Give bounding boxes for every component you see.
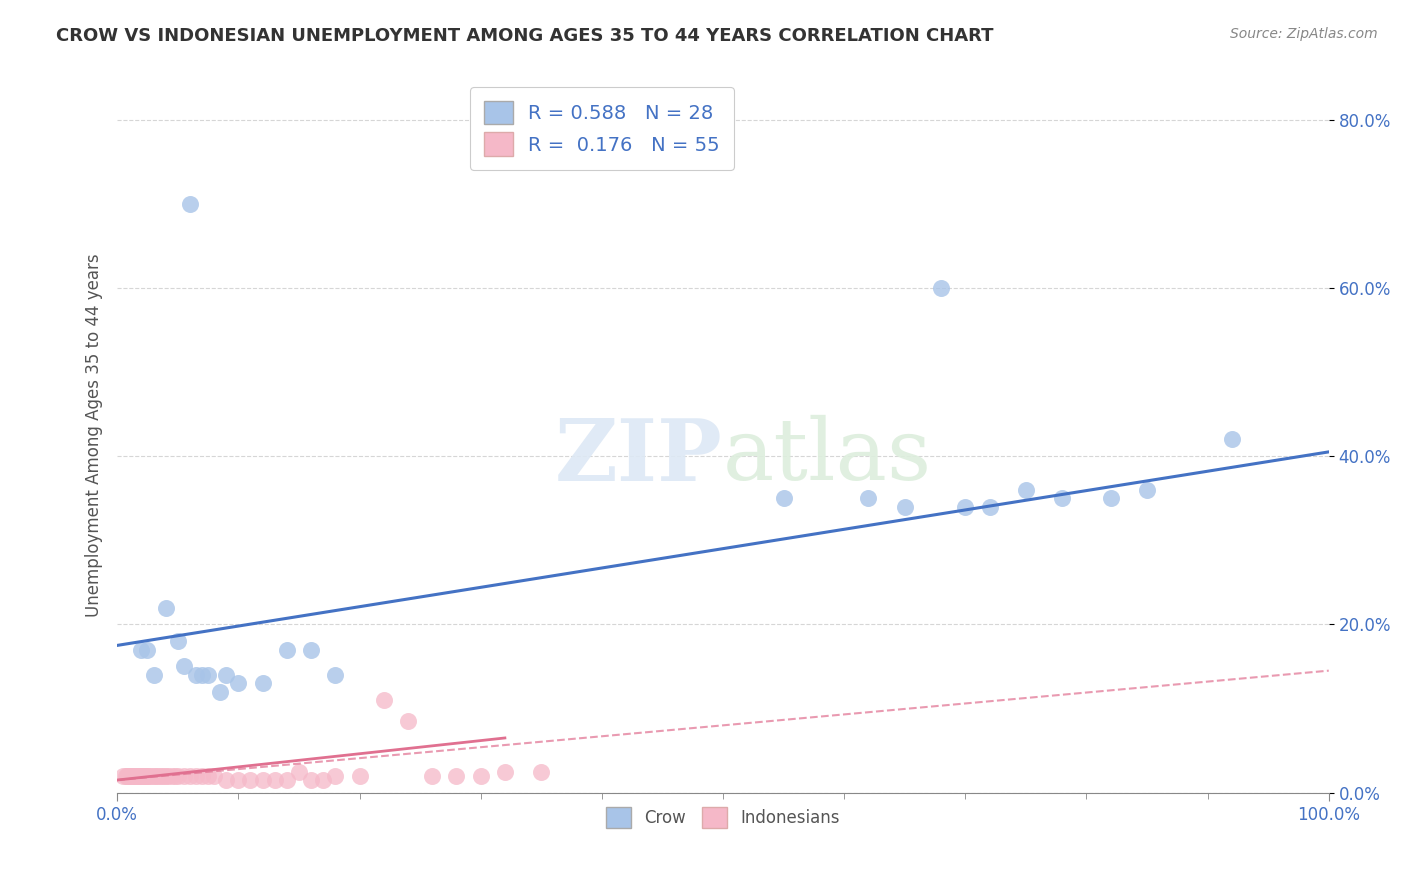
Point xyxy=(446,769,468,783)
Point xyxy=(373,693,395,707)
Point xyxy=(349,769,371,783)
Point xyxy=(136,769,159,783)
Point xyxy=(132,769,155,783)
Point xyxy=(323,668,346,682)
Point xyxy=(323,769,346,783)
Point xyxy=(1099,491,1122,505)
Point xyxy=(149,769,172,783)
Point xyxy=(129,769,152,783)
Y-axis label: Unemployment Among Ages 35 to 44 years: Unemployment Among Ages 35 to 44 years xyxy=(86,253,103,617)
Text: CROW VS INDONESIAN UNEMPLOYMENT AMONG AGES 35 TO 44 YEARS CORRELATION CHART: CROW VS INDONESIAN UNEMPLOYMENT AMONG AG… xyxy=(56,27,994,45)
Point xyxy=(131,769,153,783)
Point xyxy=(142,769,165,783)
Point xyxy=(152,769,174,783)
Text: atlas: atlas xyxy=(723,415,932,498)
Point xyxy=(420,769,443,783)
Point xyxy=(136,642,159,657)
Point xyxy=(494,764,516,779)
Point xyxy=(117,769,139,783)
Point xyxy=(955,500,977,514)
Point xyxy=(299,642,322,657)
Point xyxy=(131,642,153,657)
Point xyxy=(276,772,298,787)
Point xyxy=(131,769,153,783)
Point xyxy=(179,769,201,783)
Point xyxy=(173,659,195,673)
Point xyxy=(165,769,187,783)
Point xyxy=(139,769,162,783)
Text: Source: ZipAtlas.com: Source: ZipAtlas.com xyxy=(1230,27,1378,41)
Point xyxy=(858,491,880,505)
Point xyxy=(263,772,285,787)
Point xyxy=(1220,432,1243,446)
Point xyxy=(197,668,219,682)
Point xyxy=(893,500,915,514)
Point xyxy=(288,764,311,779)
Point xyxy=(184,668,207,682)
Point xyxy=(118,769,141,783)
Point xyxy=(929,281,952,295)
Point xyxy=(160,769,183,783)
Point xyxy=(122,769,145,783)
Point xyxy=(135,769,157,783)
Point xyxy=(215,772,238,787)
Point xyxy=(155,769,177,783)
Point xyxy=(125,769,148,783)
Point xyxy=(179,196,201,211)
Point xyxy=(252,676,274,690)
Point xyxy=(228,772,250,787)
Point xyxy=(112,769,135,783)
Point xyxy=(124,769,146,783)
Point xyxy=(122,769,145,783)
Point xyxy=(1136,483,1159,497)
Point xyxy=(979,500,1001,514)
Point xyxy=(209,684,232,698)
Point xyxy=(239,772,262,787)
Point xyxy=(138,769,160,783)
Point xyxy=(228,676,250,690)
Point xyxy=(312,772,335,787)
Point xyxy=(202,769,225,783)
Point xyxy=(197,769,219,783)
Point xyxy=(184,769,207,783)
Point xyxy=(148,769,170,783)
Point xyxy=(252,772,274,787)
Point xyxy=(142,668,165,682)
Point xyxy=(530,764,553,779)
Point xyxy=(155,600,177,615)
Point xyxy=(772,491,794,505)
Point xyxy=(166,769,188,783)
Point xyxy=(120,769,142,783)
Point xyxy=(157,769,180,783)
Point xyxy=(145,769,167,783)
Point xyxy=(115,769,138,783)
Point xyxy=(1050,491,1073,505)
Point xyxy=(121,769,143,783)
Point xyxy=(276,642,298,657)
Point xyxy=(396,714,419,728)
Point xyxy=(299,772,322,787)
Point xyxy=(215,668,238,682)
Point xyxy=(173,769,195,783)
Point xyxy=(191,769,214,783)
Point xyxy=(191,668,214,682)
Text: ZIP: ZIP xyxy=(555,415,723,499)
Point xyxy=(1015,483,1038,497)
Point xyxy=(470,769,492,783)
Point xyxy=(114,769,136,783)
Point xyxy=(166,634,188,648)
Point xyxy=(128,769,150,783)
Point xyxy=(127,769,149,783)
Legend: Crow, Indonesians: Crow, Indonesians xyxy=(599,801,846,834)
